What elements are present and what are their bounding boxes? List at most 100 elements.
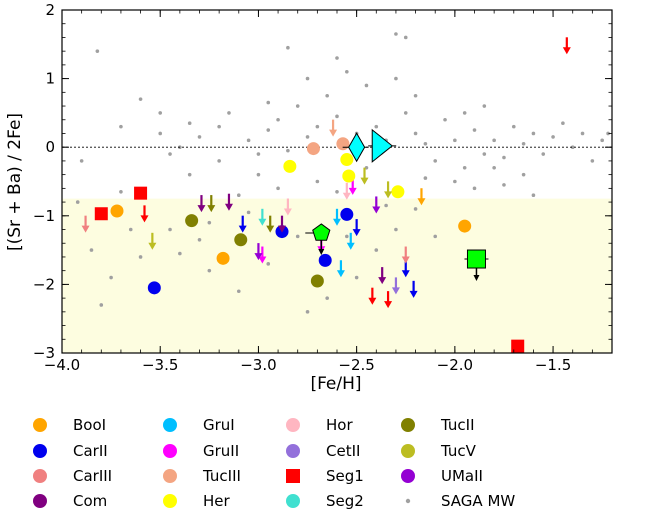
y-tick-label: 1: [45, 70, 55, 88]
saga-mw-point: [128, 227, 133, 232]
upper-limit-com: [378, 267, 387, 285]
legend-label: GruI: [203, 416, 235, 434]
upper-limit-com: [197, 195, 206, 213]
arrow-head: [207, 205, 216, 213]
legend-item-cetii: CetII: [286, 442, 360, 460]
saga-mw-point: [394, 227, 398, 232]
saga-mw-point: [394, 76, 398, 81]
saga-mw-points: [75, 32, 610, 314]
upper-limit-tucii: [207, 195, 216, 213]
pentagon-marker: [312, 223, 331, 241]
saga-mw-point: [295, 104, 300, 108]
point-carii: [318, 253, 332, 267]
x-tick-label: −1.5: [535, 356, 571, 374]
legend-marker: [163, 494, 177, 508]
arrow-head: [333, 218, 341, 226]
saga-mw-point: [374, 248, 379, 252]
legend-item-her: Her: [163, 492, 231, 510]
legend-label: Seg2: [326, 492, 364, 510]
legend-label: TucV: [440, 442, 477, 460]
arrow-head: [197, 205, 206, 213]
saga-mw-point: [561, 121, 565, 125]
legend-marker: [33, 469, 47, 483]
saga-mw-point: [256, 172, 261, 177]
saga-mw-point: [158, 111, 163, 115]
saga-mw-point: [541, 152, 546, 156]
axes: −4.0 −3.5 −3.0 −2.5 −2.0 −1.5 −3 −2 −1 0 1 2: [33, 1, 613, 374]
saga-mw-point: [433, 159, 438, 163]
point-seg1: [511, 339, 525, 353]
upper-limit-hor: [283, 198, 292, 216]
saga-mw-point: [570, 145, 575, 149]
arrow-head: [391, 287, 400, 295]
saga-mw-point: [531, 131, 536, 136]
legend-item-tucv: TucV: [401, 442, 477, 460]
saga-mw-point: [403, 35, 408, 40]
saga-mw-point: [433, 234, 438, 239]
saga-mw-point: [472, 128, 477, 132]
saga-mw-point: [492, 165, 496, 170]
upper-limit-carii: [352, 219, 361, 237]
saga-mw-point: [95, 49, 100, 53]
legend-label: CetII: [326, 442, 360, 460]
saga-mw-point: [482, 104, 487, 108]
arrow-head: [224, 203, 233, 211]
legend-marker: [33, 494, 47, 508]
legend-label: UMaII: [441, 467, 483, 485]
x-tick-label: −3.0: [240, 356, 276, 374]
saga-mw-point: [286, 45, 290, 50]
saga-mw-point: [168, 227, 172, 232]
point-her: [283, 159, 297, 173]
upper-limit-umaii: [254, 243, 263, 261]
upper-limit-seg1: [140, 205, 149, 223]
legend-label: CarIII: [73, 467, 112, 485]
saga-mw-point: [403, 111, 408, 115]
saga-mw-point: [75, 200, 80, 204]
arrow-head: [329, 129, 338, 137]
upper-limit-grui: [336, 260, 345, 278]
saga-mw-point: [266, 100, 271, 105]
saga-mw-point: [590, 159, 595, 163]
saga-mw-point: [217, 124, 221, 129]
saga-mw-point: [345, 234, 349, 239]
legend-item-cariii: CarIII: [33, 467, 112, 485]
saga-mw-point: [178, 251, 182, 256]
saga-mw-point: [374, 124, 379, 129]
upper-limit-grui: [346, 232, 355, 250]
arrow-head: [352, 229, 361, 237]
legend-marker: [286, 469, 300, 483]
saga-mw-point: [276, 186, 280, 191]
point-seg1: [94, 207, 108, 221]
arrow-head: [384, 301, 393, 309]
point-tuciii: [336, 137, 350, 151]
point-booi: [216, 251, 230, 265]
point-seg1: [134, 186, 148, 200]
saga-mw-point: [227, 111, 231, 115]
legend-item-seg2: Seg2: [286, 492, 364, 510]
legend-marker: [286, 494, 300, 508]
legend-label: SAGA MW: [441, 492, 515, 510]
legend-item-com: Com: [33, 492, 107, 510]
x-axis-label: [Fe/H]: [310, 374, 361, 394]
saga-mw-point: [335, 56, 339, 60]
arrow-head: [417, 198, 426, 206]
legend-label: CarII: [73, 442, 108, 460]
saga-mw-point: [158, 131, 163, 136]
saga-mw-point: [413, 131, 418, 136]
upper-limit-tucv: [148, 232, 157, 250]
arrow-head: [348, 187, 357, 195]
point-her: [391, 185, 405, 199]
saga-mw-point: [521, 141, 526, 146]
saga-mw-point: [315, 124, 320, 129]
point-tuciii: [306, 142, 320, 156]
arrow-head: [140, 215, 149, 223]
arrow-head: [266, 225, 275, 233]
saga-mw-point: [305, 76, 310, 81]
saga-mw-point: [246, 210, 251, 215]
saga-mw-point: [266, 128, 271, 132]
saga-mw-point: [335, 114, 339, 119]
saga-mw-point: [295, 234, 300, 239]
y-tick-label: 0: [45, 138, 55, 156]
arrow-head: [360, 177, 369, 185]
